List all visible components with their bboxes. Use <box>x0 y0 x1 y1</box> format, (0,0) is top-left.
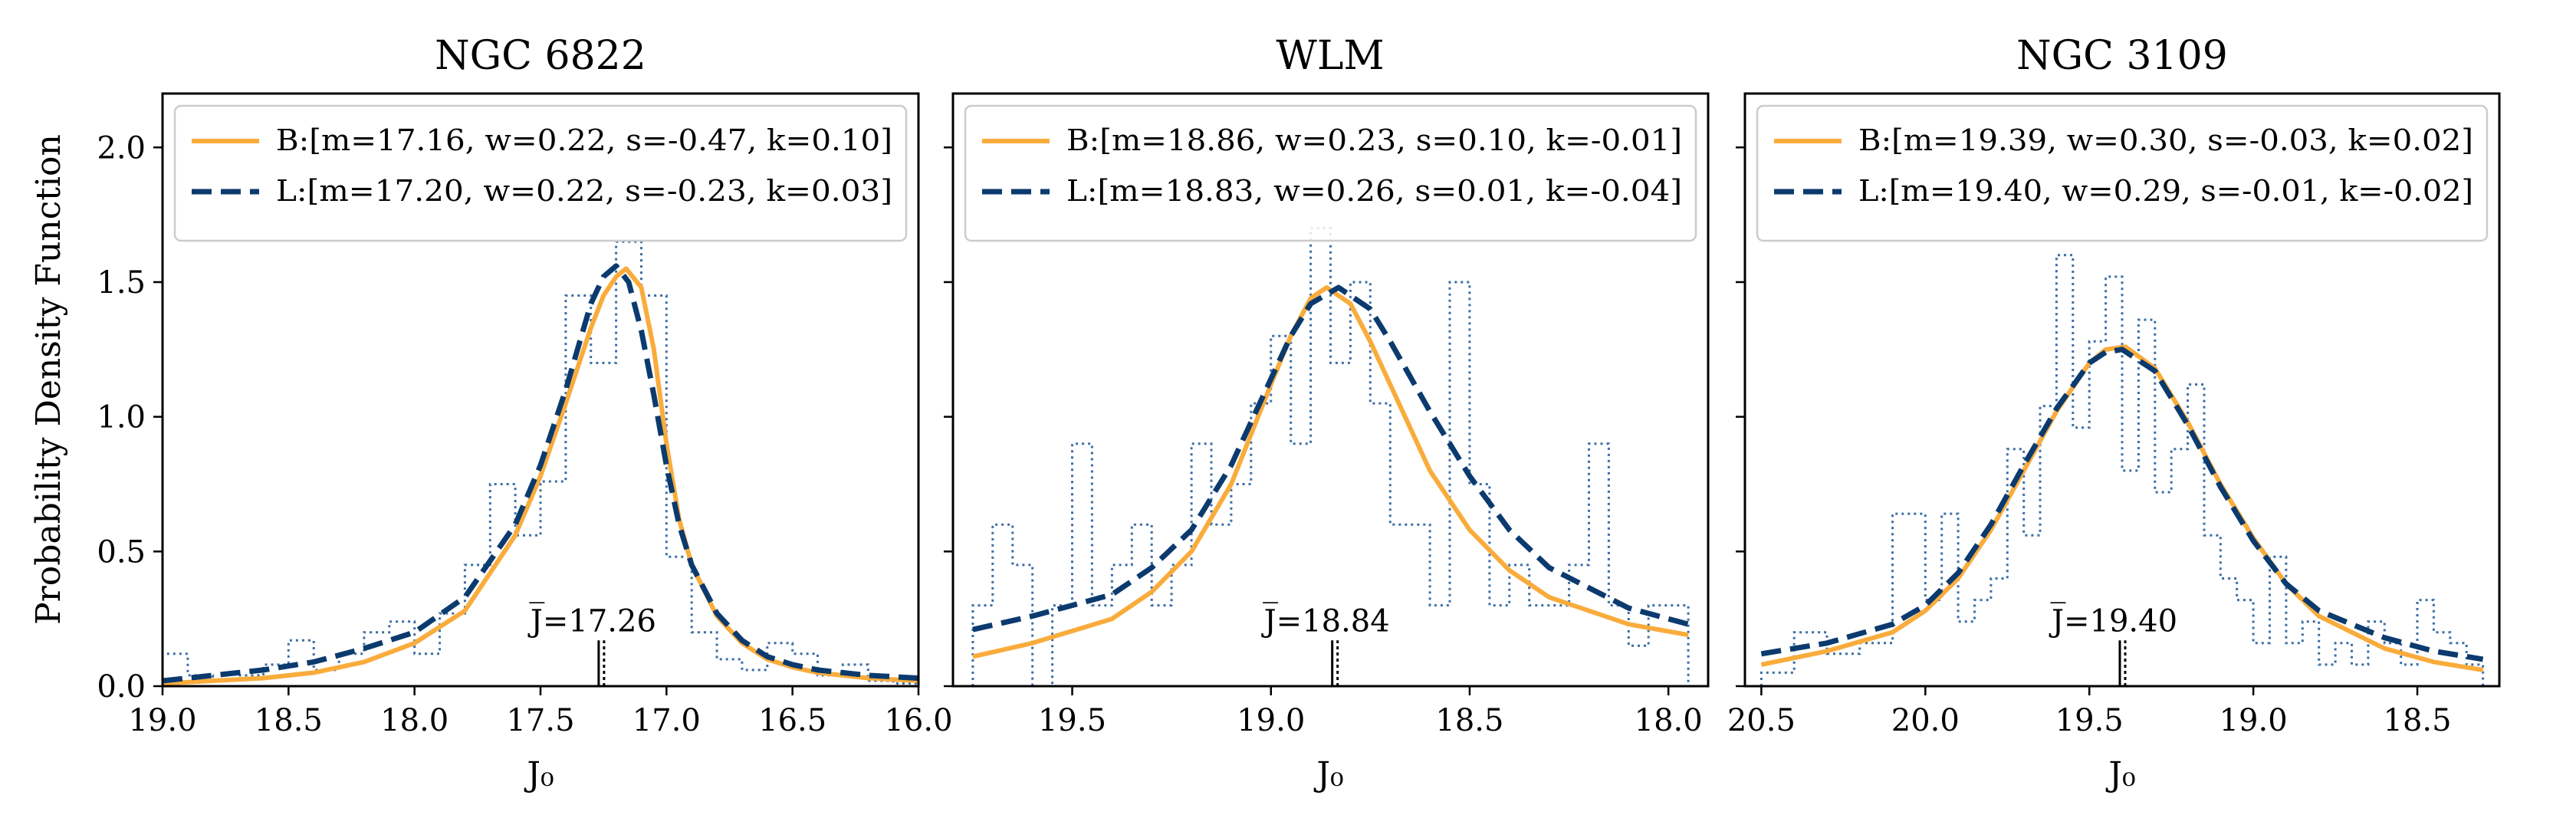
x-tick-label: 18.0 <box>1635 703 1703 738</box>
x-axis-label: J₀ <box>524 755 554 794</box>
x-tick-label: 19.0 <box>2220 703 2288 738</box>
legend-box <box>1756 104 2489 242</box>
x-tick-label: 18.5 <box>1435 703 1503 738</box>
x-tick-label: 18.5 <box>2384 703 2452 738</box>
y-tick-label: 1.5 <box>97 265 146 301</box>
x-tick-label: 19.5 <box>1038 703 1106 738</box>
curve-L-dashed <box>972 284 1690 632</box>
histogram-outline <box>1760 254 2485 686</box>
plot-area: J̅=19.40 20.5 20.0 19.5 19.0 18.5 B:[m=19.39, … <box>1727 92 2501 738</box>
panel-ngc-6822: NGC 6822 J̅=17.26 19.0 18.5 18.0 17.5 17.0 16.… <box>97 33 952 794</box>
x-tick-label: 18.0 <box>380 703 449 738</box>
x-tick-label: 19.5 <box>2055 703 2124 738</box>
y-tick-label: 0.0 <box>97 669 146 705</box>
curve-B-solid <box>972 285 1689 659</box>
mean-annotation: J̅=19.40 <box>2049 603 2177 639</box>
legend-box <box>173 104 908 242</box>
x-tick-label: 20.5 <box>1727 703 1796 738</box>
x-tick-label: 20.0 <box>1891 703 1960 738</box>
legend-label: L:[m=17.20, w=0.22, s=-0.23, k=0.03] <box>276 174 892 208</box>
x-tick-label: 16.0 <box>884 703 952 738</box>
legend-label: B:[m=19.39, w=0.30, s=-0.03, k=0.02] <box>1858 123 2473 157</box>
plot-area: J̅=17.26 19.0 18.5 18.0 17.5 17.0 16.5 16.0 0.0 0… <box>97 92 953 738</box>
panel-ngc-3109: NGC 3109 J̅=19.40 20.5 20.0 19.5 19.0 18.5 B:[… <box>1727 33 2501 794</box>
x-tick-label: 17.0 <box>632 703 701 738</box>
mean-annotation: J̅=18.84 <box>1261 603 1390 639</box>
legend-label: L:[m=18.83, w=0.26, s=0.01, k=-0.04] <box>1066 174 1682 208</box>
y-tick-label: 1.0 <box>97 400 146 435</box>
curve-L-dashed <box>163 263 918 684</box>
x-tick-label: 19.0 <box>128 703 196 738</box>
panel-title: NGC 6822 <box>435 33 646 79</box>
x-axis-label: J₀ <box>1313 755 1343 794</box>
legend-label: B:[m=17.16, w=0.22, s=-0.47, k=0.10] <box>276 123 892 157</box>
plot-area: J̅=18.84 19.5 19.0 18.5 18.0 B:[m=18.86, w=0.… <box>944 92 1710 738</box>
legend-label: L:[m=19.40, w=0.29, s=-0.01, k=-0.02] <box>1858 174 2473 208</box>
y-axis-label: Probability Density Function <box>29 134 68 625</box>
y-tick-label: 2.0 <box>97 130 146 166</box>
y-tick-label: 0.5 <box>97 534 146 570</box>
x-tick-label: 18.5 <box>255 703 323 738</box>
x-tick-label: 19.0 <box>1237 703 1305 738</box>
panel-wlm: WLM J̅=18.84 19.5 19.0 18.5 18.0 B:[m=18.86, … <box>944 33 1710 794</box>
panel-title: NGC 3109 <box>2016 33 2228 79</box>
mean-annotation: J̅=17.26 <box>527 603 656 639</box>
curve-L-dashed <box>1760 347 2484 662</box>
histogram-outline <box>163 240 918 686</box>
panel-title: WLM <box>1276 33 1384 79</box>
legend-box <box>964 104 1697 242</box>
x-axis-label: J₀ <box>2105 755 2135 794</box>
x-tick-label: 16.5 <box>758 703 826 738</box>
x-tick-label: 17.5 <box>506 703 574 738</box>
axes-frame <box>1743 92 2501 688</box>
legend-label: B:[m=18.86, w=0.23, s=0.10, k=-0.01] <box>1066 123 1682 157</box>
axes-frame <box>951 92 1710 688</box>
